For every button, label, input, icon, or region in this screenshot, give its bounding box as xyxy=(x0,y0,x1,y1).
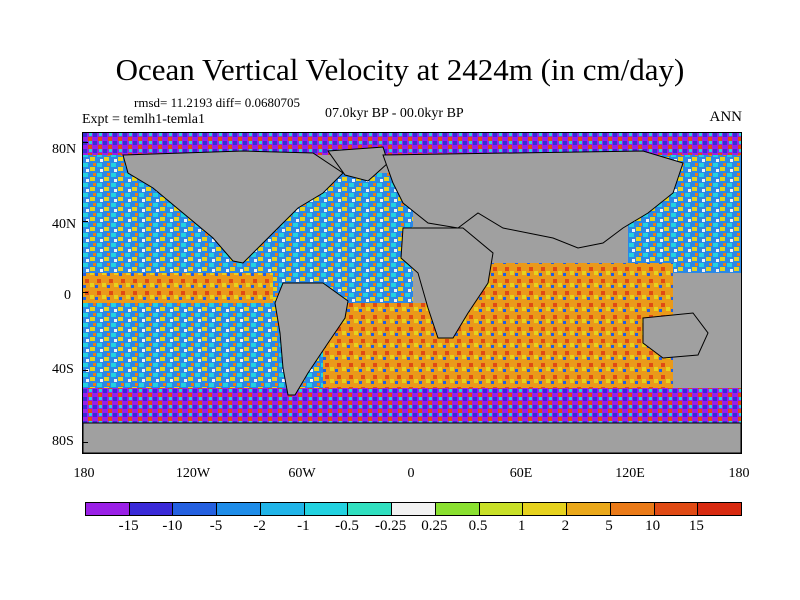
colorbar-label: 10 xyxy=(645,518,661,534)
colorbar-segment xyxy=(654,503,699,515)
stats-line: rmsd= 11.2193 diff= 0.0680705 xyxy=(134,95,300,110)
region-indian-ocean xyxy=(473,263,673,403)
colorbar-segment xyxy=(523,503,568,515)
map-title: Ocean Vertical Velocity at 2424m (in cm/… xyxy=(115,52,685,87)
lat-label-40n: 40N xyxy=(52,217,77,232)
season-label: ANN xyxy=(709,109,743,125)
colorbar-label: 2 xyxy=(561,518,570,534)
eurasia xyxy=(382,150,684,249)
lat-label-0: 0 xyxy=(64,288,71,303)
colorbar-segment xyxy=(348,503,393,515)
map-canvas xyxy=(83,133,741,453)
experiment-label: Expt = temlh1-temla1 xyxy=(82,112,205,127)
land-masses xyxy=(83,146,741,453)
colorbar-segment xyxy=(698,503,742,515)
africa xyxy=(400,227,494,339)
colorbar-segment xyxy=(479,503,524,515)
lat-label-40s: 40S xyxy=(52,362,74,377)
colorbar-label: -15 xyxy=(118,518,139,534)
colorbar-label: 5 xyxy=(605,518,613,534)
lon-label-120e: 120E xyxy=(615,466,645,481)
lat-label-80n: 80N xyxy=(52,142,77,157)
colorbar xyxy=(85,502,742,516)
colorbar-label: 1 xyxy=(517,518,526,534)
colorbar-label: -10 xyxy=(162,518,183,534)
tick-80s xyxy=(82,442,88,443)
colorbar-segment xyxy=(129,503,174,515)
colorbar-segment xyxy=(610,503,655,515)
colorbar-segment xyxy=(567,503,611,515)
south-america xyxy=(274,282,349,396)
colorbar-label: 0.5 xyxy=(468,518,488,534)
antarctica xyxy=(83,422,741,453)
lon-label-60e: 60E xyxy=(509,466,533,481)
ocean-velocity-map xyxy=(82,132,742,454)
colorbar-label: -2 xyxy=(253,518,266,534)
region-southern-ocean xyxy=(83,388,741,423)
lon-label-60w: 60W xyxy=(288,466,316,481)
colorbar-segment xyxy=(217,503,261,515)
australia xyxy=(642,312,709,359)
lon-label-180e: 180 xyxy=(728,466,750,481)
greenland xyxy=(327,146,389,182)
period-label: 07.0kyr BP - 00.0kyr BP xyxy=(325,106,464,121)
colorbar-label: -0.25 xyxy=(375,518,407,534)
colorbar-segment xyxy=(173,503,218,515)
tick-80n xyxy=(82,142,88,143)
north-america xyxy=(122,150,344,264)
colorbar-segment xyxy=(435,503,480,515)
colorbar-label: 0.25 xyxy=(421,518,448,534)
colorbar-segment xyxy=(392,503,436,515)
region-equatorial-pacific xyxy=(83,273,303,303)
lon-label-180w: 180 xyxy=(73,466,95,481)
colorbar-label: 15 xyxy=(688,518,704,534)
tick-40s xyxy=(82,370,88,371)
colorbar-segment xyxy=(304,503,349,515)
colorbar-segment xyxy=(260,503,305,515)
tick-0 xyxy=(82,292,88,293)
colorbar-label: -5 xyxy=(209,518,223,534)
colorbar-segment xyxy=(86,503,130,515)
colorbar-label: -1 xyxy=(297,518,310,534)
region-arctic-ocean xyxy=(83,133,741,155)
tick-40n xyxy=(82,221,88,222)
colorbar-label: -0.5 xyxy=(335,518,359,534)
lon-label-0: 0 xyxy=(407,466,415,481)
lon-label-120w: 120W xyxy=(175,466,211,481)
lat-label-80s: 80S xyxy=(52,434,74,449)
